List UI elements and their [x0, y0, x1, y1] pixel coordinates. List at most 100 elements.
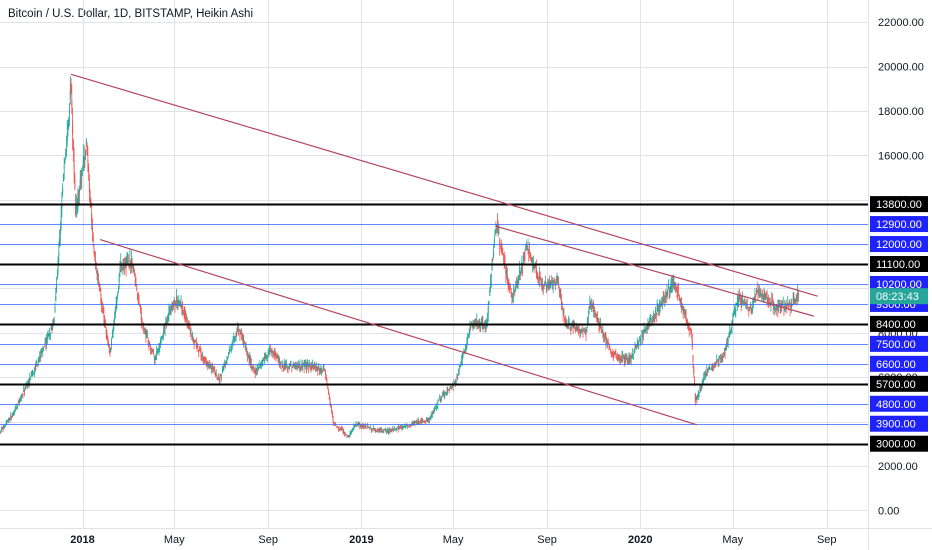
candle-body: [137, 297, 139, 299]
candle-body: [184, 314, 186, 316]
candle-body: [526, 245, 528, 249]
candle-body: [314, 367, 316, 369]
trendline[interactable]: [99, 239, 698, 426]
candle-body: [738, 298, 740, 299]
candle-body: [747, 307, 749, 309]
candle-body: [775, 307, 777, 309]
trendline[interactable]: [495, 225, 814, 317]
candle-body: [451, 385, 453, 387]
candle-body: [457, 377, 459, 379]
candle-body: [97, 274, 99, 276]
candle-body: [497, 229, 499, 231]
candle-body: [486, 320, 488, 322]
level-badge-bg: [870, 375, 928, 392]
candle-body: [503, 258, 505, 262]
candle-body: [266, 355, 268, 357]
candle-body: [384, 429, 386, 431]
candle-body: [396, 427, 398, 429]
candle-body: [167, 314, 169, 318]
candle-body: [409, 425, 411, 427]
candle-body: [717, 362, 719, 364]
candle-body: [558, 281, 560, 284]
candle-body: [254, 372, 256, 373]
candle-body: [555, 282, 557, 283]
candle-body: [761, 294, 763, 296]
candle-body: [502, 253, 504, 256]
candle-body: [654, 316, 656, 318]
candle-body: [16, 405, 18, 406]
candle-body: [312, 365, 314, 368]
candle-body: [262, 360, 264, 362]
candle-body: [78, 192, 80, 195]
candle-body: [249, 357, 251, 360]
candle-body: [689, 328, 691, 331]
candle-body: [56, 275, 58, 279]
candle-body: [121, 266, 123, 268]
candle-body: [680, 299, 682, 301]
level-badge-bg: [870, 196, 928, 213]
candle-body: [301, 365, 303, 368]
candle-body: [780, 308, 782, 310]
candle-body: [447, 390, 449, 392]
candle-body: [253, 371, 255, 373]
candle-body: [198, 349, 200, 352]
candle-body: [676, 291, 678, 293]
candle-body: [552, 281, 554, 285]
candle-body: [344, 433, 346, 435]
candle-body: [374, 429, 376, 431]
candle-body: [733, 312, 735, 314]
candle-body: [763, 295, 765, 298]
candle-body: [584, 331, 586, 333]
candle-body: [732, 319, 734, 321]
candle-body: [558, 288, 560, 292]
candle-body: [629, 355, 631, 359]
candle-body: [109, 350, 111, 354]
candle-body: [370, 427, 372, 429]
candle-body: [155, 358, 157, 360]
candle-body: [307, 365, 309, 367]
candle-body: [673, 283, 675, 285]
candle-body: [193, 342, 195, 344]
candle-body: [112, 330, 114, 334]
candle-body: [765, 294, 767, 298]
candle-body: [31, 372, 33, 374]
candle-body: [796, 300, 798, 302]
candle-body: [130, 260, 132, 264]
candle-body: [263, 360, 265, 362]
candle-body: [181, 305, 183, 309]
candle-body: [521, 261, 523, 264]
candle-body: [697, 394, 699, 396]
candle-body: [741, 299, 743, 302]
candle-body: [75, 202, 77, 215]
candle-body: [580, 330, 582, 332]
candle-body: [709, 368, 711, 370]
candle-body: [759, 292, 761, 296]
candle-body: [737, 297, 739, 301]
candle-body: [506, 275, 508, 282]
candle-body: [146, 337, 148, 339]
candle-body: [570, 327, 572, 328]
candle-body: [71, 100, 73, 109]
candle-body: [164, 326, 166, 330]
candle-body: [0, 433, 1, 435]
candle-body: [716, 359, 718, 362]
trendline[interactable]: [70, 73, 818, 297]
candle-body: [493, 238, 495, 245]
candle-body: [675, 286, 677, 290]
candle-body: [192, 338, 194, 341]
candle-body: [525, 244, 527, 248]
candle-body: [531, 260, 533, 263]
candle-body: [271, 351, 273, 353]
time-axis[interactable]: 2018 May Sep 2019 May Sep 2020 May Sep: [70, 534, 836, 546]
candle-body: [606, 341, 608, 343]
candle-body: [4, 424, 6, 426]
candle-body: [150, 348, 152, 349]
candle-body: [252, 368, 254, 370]
candle-body: [681, 306, 683, 308]
candle-body: [287, 368, 289, 369]
candle-body: [63, 166, 65, 169]
candle-body: [438, 400, 440, 402]
candle-body: [163, 331, 165, 333]
candle-body: [794, 300, 796, 302]
